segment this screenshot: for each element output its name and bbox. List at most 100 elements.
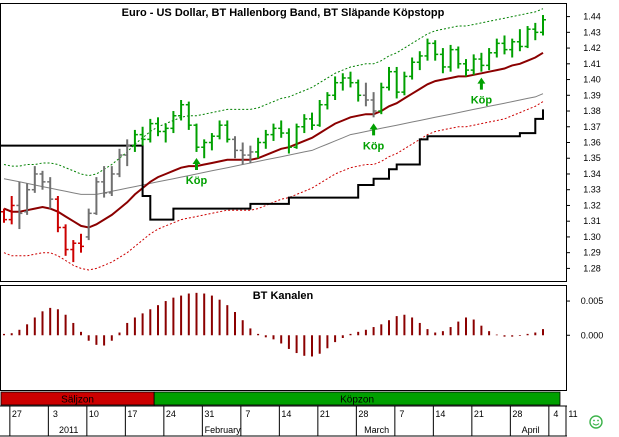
price-y-tick-label: 1.35: [583, 153, 601, 163]
date-tick-label: 31: [204, 409, 214, 419]
price-bar: [270, 123, 277, 141]
price-bar: [208, 133, 215, 151]
price-bar: [178, 100, 185, 121]
price-bar: [478, 52, 485, 72]
price-y-tick-label: 1.36: [583, 138, 601, 148]
indicator-y-axis: 0.005 0.000: [566, 296, 603, 340]
price-bar: [216, 120, 223, 140]
price-bar: [339, 73, 346, 91]
price-y-tick-label: 1.34: [583, 169, 601, 179]
date-tick-label: 4: [553, 409, 558, 419]
date-tick-label: 21: [474, 409, 484, 419]
price-bar: [54, 196, 61, 233]
price-bar: [93, 177, 100, 215]
date-tick-label: 27: [12, 409, 22, 419]
trailing-stop-line: [0, 109, 544, 221]
price-bar: [463, 59, 469, 77]
price-bar: [1, 208, 7, 223]
price-bar: [493, 38, 500, 58]
buy-annotation: Köp: [471, 77, 493, 107]
zone-segment: Köpzon: [153, 391, 561, 406]
date-tick-label: 7: [245, 409, 250, 419]
price-bar: [301, 114, 308, 134]
price-bar: [85, 208, 92, 241]
date-tick-label: 7: [399, 409, 404, 419]
indicator-panel-frame: [0, 285, 567, 391]
price-bar: [8, 196, 15, 225]
price-y-axis: 1.44 1.43 1.42 1.41 1.40 1.39 1.38 1.37 1.36 1.35…: [566, 12, 601, 273]
price-bar: [193, 123, 200, 152]
date-tick-label: 21: [320, 409, 330, 419]
price-bar: [116, 148, 123, 178]
price-bar: [532, 22, 539, 41]
price-bar: [139, 126, 146, 146]
indicator-y-tick-label: 0.000: [581, 330, 604, 340]
zone-segment: Säljzon: [0, 391, 155, 406]
price-bar: [232, 136, 238, 159]
price-bar: [155, 117, 161, 137]
price-bar: [332, 76, 339, 101]
price-bar: [393, 66, 400, 99]
price-bar: [293, 123, 300, 149]
date-tick-label: 28: [358, 409, 368, 419]
price-bar: [324, 92, 331, 110]
price-bar: [370, 92, 377, 118]
price-y-tick-label: 1.28: [583, 263, 601, 273]
middle-band-line: [3, 51, 544, 229]
price-bar: [509, 38, 516, 58]
date-tick-label: 14: [435, 409, 445, 419]
price-bars: [1, 15, 546, 263]
zone-strip: Säljzon Köpzon: [0, 391, 561, 406]
price-bar: [486, 48, 493, 71]
date-tick-label: 24: [166, 409, 176, 419]
price-bar: [47, 177, 54, 209]
date-tick-label: 3: [53, 409, 58, 419]
price-bar: [285, 128, 292, 154]
buy-annotations: Köp Köp Köp: [186, 77, 493, 187]
price-bar: [108, 166, 115, 197]
buy-annotation: Köp: [363, 123, 385, 152]
price-bar: [131, 129, 138, 152]
indicator-title: BT Kanalen: [253, 290, 314, 302]
price-bar: [255, 137, 262, 159]
price-y-tick-label: 1.37: [583, 122, 601, 132]
month-label: April: [522, 425, 540, 435]
price-y-tick-label: 1.43: [583, 27, 601, 37]
price-y-tick-label: 1.33: [583, 185, 601, 195]
price-y-tick-label: 1.38: [583, 106, 601, 116]
slow-average-line: [3, 93, 544, 195]
price-bar: [378, 82, 385, 115]
price-bar: [201, 139, 208, 159]
buy-label: Köp: [363, 140, 385, 152]
buy-arrow-icon: [477, 77, 486, 90]
date-tick-label: 14: [281, 409, 291, 419]
price-bar: [540, 15, 546, 36]
price-bar: [355, 79, 362, 102]
price-bar: [185, 101, 192, 130]
date-axis: 27 3 10 17 24 31 7 14 21 28 7 14 21 28 4 11 2011 February…: [0, 405, 578, 437]
buy-label: Köp: [471, 95, 493, 107]
price-bar: [409, 57, 416, 80]
buy-arrow-icon: [369, 123, 378, 136]
price-bar: [162, 123, 169, 143]
price-bar: [470, 54, 477, 75]
price-bar: [62, 224, 69, 256]
price-bar: [24, 183, 31, 215]
date-tick-label: 10: [89, 409, 99, 419]
indicator-panel: BT Kanalen 0.005 0.000: [0, 285, 603, 391]
price-y-tick-label: 1.44: [583, 12, 601, 22]
price-bar: [516, 29, 523, 52]
zone-label: Säljzon: [61, 395, 94, 406]
price-bar: [124, 139, 131, 167]
price-bar: [362, 82, 369, 107]
price-y-tick-label: 1.42: [583, 43, 601, 53]
date-tick-label: 11: [568, 409, 577, 419]
smiley-icon[interactable]: [589, 415, 603, 429]
price-y-tick-label: 1.39: [583, 90, 601, 100]
indicator-y-tick-label: 0.005: [581, 296, 604, 306]
price-bar: [455, 46, 462, 69]
price-panel: Euro - US Dollar, BT Hallenborg Band, BT…: [0, 3, 601, 282]
price-bar: [316, 100, 323, 127]
price-bar: [524, 26, 531, 49]
